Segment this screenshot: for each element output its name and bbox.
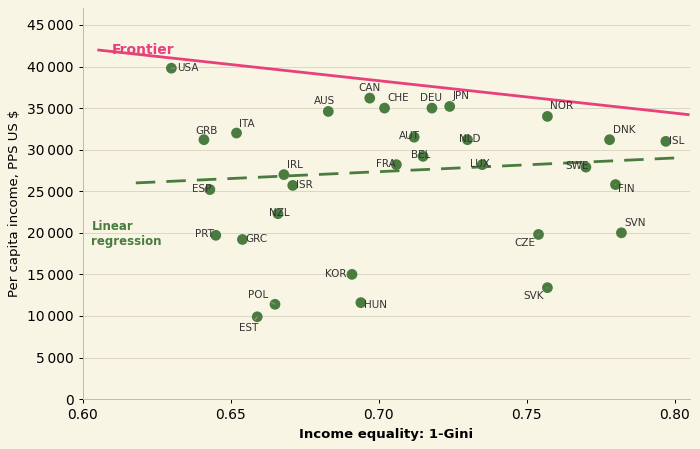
- Text: NOR: NOR: [550, 101, 573, 111]
- Point: [379, 105, 390, 112]
- Text: ITA: ITA: [239, 119, 255, 129]
- Text: SVK: SVK: [524, 288, 547, 301]
- Text: PRT: PRT: [195, 229, 214, 239]
- Text: GRB: GRB: [195, 126, 218, 136]
- Point: [237, 236, 248, 243]
- Point: [287, 182, 298, 189]
- Text: SWE: SWE: [565, 161, 589, 171]
- Text: ISR: ISR: [295, 180, 312, 189]
- Text: SVN: SVN: [624, 218, 646, 228]
- Point: [477, 161, 488, 168]
- Text: FRA: FRA: [376, 159, 396, 169]
- Text: LUX: LUX: [470, 159, 490, 169]
- Point: [364, 95, 375, 102]
- Text: POL: POL: [248, 290, 275, 304]
- Point: [198, 136, 209, 143]
- Point: [604, 136, 615, 143]
- Y-axis label: Per capita income, PPS US $: Per capita income, PPS US $: [8, 110, 21, 297]
- Text: FIN: FIN: [615, 184, 635, 194]
- X-axis label: Income equality: 1-Gini: Income equality: 1-Gini: [299, 427, 473, 440]
- Text: IRL: IRL: [287, 160, 302, 171]
- Point: [251, 313, 262, 321]
- Text: EST: EST: [239, 317, 259, 333]
- Text: BEL: BEL: [411, 150, 430, 160]
- Point: [533, 231, 544, 238]
- Point: [462, 136, 473, 143]
- Text: Linear
regression: Linear regression: [92, 220, 162, 248]
- Point: [660, 138, 671, 145]
- Point: [346, 271, 358, 278]
- Point: [166, 65, 177, 72]
- Point: [231, 129, 242, 136]
- Point: [610, 181, 621, 188]
- Text: DNK: DNK: [612, 125, 635, 135]
- Text: AUT: AUT: [400, 132, 420, 141]
- Text: NLD: NLD: [458, 134, 480, 144]
- Text: GRC: GRC: [246, 233, 267, 244]
- Text: CAN: CAN: [358, 83, 380, 93]
- Point: [270, 301, 281, 308]
- Text: CZE: CZE: [514, 234, 538, 248]
- Point: [391, 161, 402, 168]
- Text: JPN: JPN: [453, 92, 470, 101]
- Text: CHE: CHE: [388, 93, 409, 103]
- Point: [616, 229, 627, 237]
- Point: [204, 186, 216, 193]
- Point: [210, 232, 221, 239]
- Text: HUN: HUN: [364, 300, 387, 310]
- Text: DEU: DEU: [420, 93, 442, 103]
- Point: [580, 163, 592, 171]
- Text: Frontier: Frontier: [112, 43, 175, 57]
- Point: [542, 284, 553, 291]
- Text: USA: USA: [172, 63, 199, 73]
- Point: [426, 105, 438, 112]
- Text: KOR: KOR: [326, 269, 346, 278]
- Point: [279, 171, 290, 178]
- Point: [356, 299, 367, 306]
- Point: [444, 103, 455, 110]
- Point: [542, 113, 553, 120]
- Text: AUS: AUS: [314, 97, 335, 106]
- Text: NZL: NZL: [269, 208, 290, 218]
- Point: [272, 210, 284, 217]
- Text: ISL: ISL: [668, 136, 684, 145]
- Point: [417, 153, 428, 160]
- Point: [409, 134, 420, 141]
- Text: ESP: ESP: [192, 184, 211, 194]
- Point: [323, 108, 334, 115]
